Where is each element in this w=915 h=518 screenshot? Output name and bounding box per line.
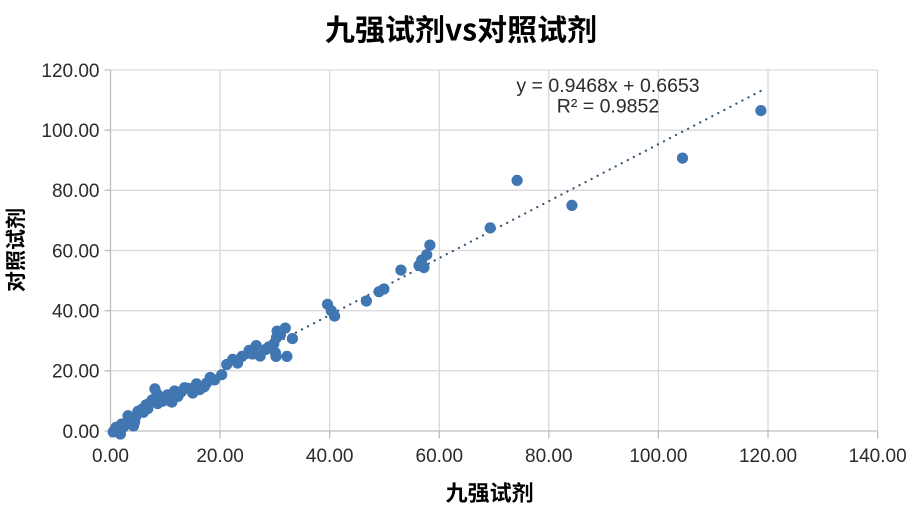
svg-text:40.00: 40.00 (52, 302, 100, 323)
svg-text:40.00: 40.00 (306, 446, 354, 467)
svg-text:0.00: 0.00 (63, 422, 100, 443)
svg-text:0.00: 0.00 (92, 446, 129, 467)
svg-text:20.00: 20.00 (196, 446, 244, 467)
svg-text:R² = 0.9852: R² = 0.9852 (557, 96, 659, 118)
svg-text:20.00: 20.00 (52, 362, 100, 383)
svg-text:80.00: 80.00 (52, 181, 100, 202)
svg-text:120.00: 120.00 (739, 446, 797, 467)
svg-text:100.00: 100.00 (41, 121, 99, 142)
svg-text:120.00: 120.00 (41, 61, 99, 82)
svg-text:80.00: 80.00 (525, 446, 573, 467)
svg-text:y = 0.9468x + 0.6653: y = 0.9468x + 0.6653 (516, 75, 699, 97)
svg-text:60.00: 60.00 (416, 446, 464, 467)
svg-text:100.00: 100.00 (629, 446, 687, 467)
svg-text:140.00: 140.00 (849, 446, 907, 467)
svg-text:60.00: 60.00 (52, 241, 100, 262)
